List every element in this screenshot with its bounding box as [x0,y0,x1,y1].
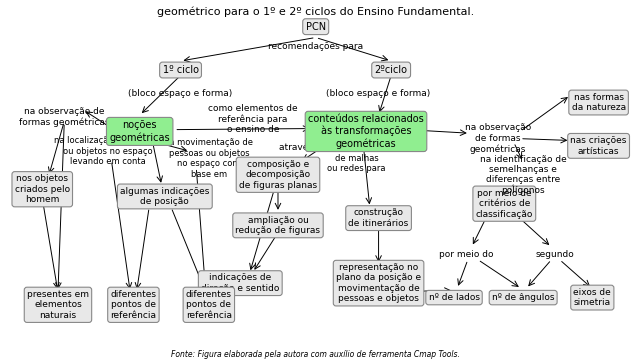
Text: noções
geométricas: noções geométricas [109,120,170,143]
Text: presentes em
elementos
naturais: presentes em elementos naturais [27,290,89,320]
Text: (bloco espaço e forma): (bloco espaço e forma) [128,89,232,98]
Text: ampliação ou
redução de figuras: ampliação ou redução de figuras [236,215,321,235]
Text: segundo: segundo [535,250,574,259]
Text: conteúdos relacionados
às transformações
geométricas: conteúdos relacionados às transformações… [308,114,424,149]
Text: Fonte: Figura elaborada pela autora com auxílio de ferramenta Cmap Tools.: Fonte: Figura elaborada pela autora com … [171,350,460,359]
Text: 1º ciclo: 1º ciclo [163,65,199,75]
Text: 2ºciclo: 2ºciclo [375,65,408,75]
Text: na identificação de
semelhanças e
diferenças entre
polígonos: na identificação de semelhanças e difere… [480,155,566,195]
Text: por meio de
critérios de
classificação: por meio de critérios de classificação [476,189,533,218]
Text: nº de ângulos: nº de ângulos [492,293,554,302]
Text: na movimentação de
pessoas ou objetos
no espaço com
base em: na movimentação de pessoas ou objetos no… [164,138,253,179]
Text: através de: através de [279,143,327,152]
Text: como elementos de
referência para
o ensino de: como elementos de referência para o ensi… [208,104,298,134]
Text: na observação de
formas geométricas: na observação de formas geométricas [19,107,109,127]
Text: recomendações para: recomendações para [268,42,363,51]
Text: diferentes
pontos de
referência: diferentes pontos de referência [186,290,232,320]
Text: na localização de pessoas
ou objetos no espaço
levando em conta: na localização de pessoas ou objetos no … [53,136,163,166]
Text: diferentes
pontos de
referência: diferentes pontos de referência [110,290,156,320]
Text: algumas indicações
de posição: algumas indicações de posição [120,187,210,206]
Text: nos objetos
criados pelo
homem: nos objetos criados pelo homem [15,174,70,204]
Text: nas formas
da natureza: nas formas da natureza [572,93,625,112]
Text: nº de lados: nº de lados [429,293,479,302]
Text: construção
de itinerários: construção de itinerários [349,209,409,228]
Text: indicações de
direção e sentido: indicações de direção e sentido [201,273,279,293]
Text: como o uso
de malhas
ou redes para: como o uso de malhas ou redes para [327,144,386,173]
Text: na observação
de formas
geométricas: na observação de formas geométricas [465,123,531,154]
Text: eixos de
simetria: eixos de simetria [573,288,611,307]
Text: representação no
plano da posição e
movimentação de
pessoas e objetos: representação no plano da posição e movi… [336,263,421,303]
Text: nas criações
artísticas: nas criações artísticas [570,136,627,155]
Text: geométrico para o 1º e 2º ciclos do Ensino Fundamental.: geométrico para o 1º e 2º ciclos do Ensi… [157,7,474,17]
Text: por meio do: por meio do [439,250,494,259]
Text: (bloco espaço e forma): (bloco espaço e forma) [326,89,431,98]
Text: PCN: PCN [305,22,326,32]
Text: composição e
decomposição
de figuras planas: composição e decomposição de figuras pla… [239,160,317,190]
